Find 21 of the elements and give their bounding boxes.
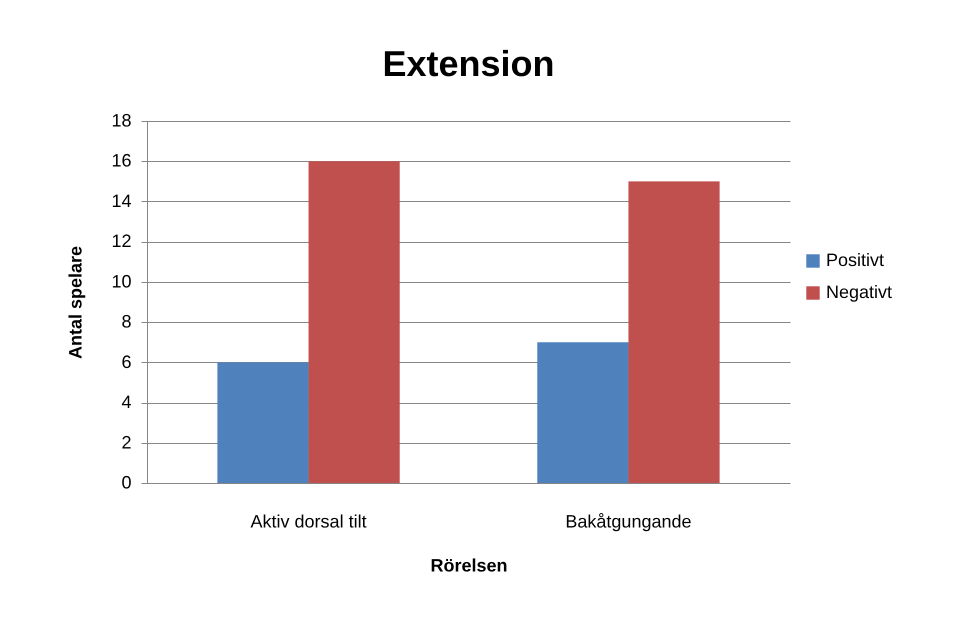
y-tick-label: 4 <box>121 392 132 412</box>
y-tick-label: 10 <box>111 271 132 292</box>
x-tick-label: Aktiv dorsal tilt <box>250 512 367 532</box>
x-axis-title: Rörelsen <box>430 556 508 576</box>
bar <box>217 362 309 483</box>
x-tick-label: Bakåtgungande <box>565 512 692 532</box>
y-tick-label: 6 <box>121 352 132 372</box>
bar <box>628 181 720 483</box>
chart-title: Extension <box>382 43 555 84</box>
legend-label: Negativt <box>826 282 892 302</box>
y-tick-label: 2 <box>121 432 132 452</box>
y-tick-label: 16 <box>111 150 132 171</box>
legend-label: Positivt <box>826 250 884 270</box>
y-tick-label: 8 <box>121 312 132 332</box>
y-tick-label: 12 <box>111 231 132 252</box>
y-tick-label: 0 <box>121 472 132 492</box>
y-axis-title: Antal spelare <box>65 246 86 360</box>
bar <box>537 342 628 483</box>
bar <box>308 161 400 483</box>
y-tick-label: 18 <box>111 110 132 130</box>
y-tick-label: 14 <box>111 190 132 211</box>
